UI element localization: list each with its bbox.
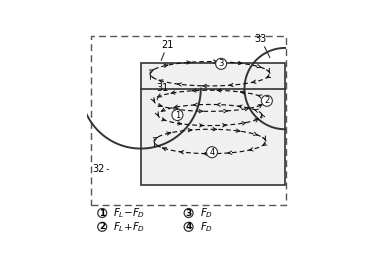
Text: 4: 4 — [209, 148, 215, 157]
Text: 1: 1 — [175, 111, 180, 120]
Text: 21: 21 — [161, 40, 173, 60]
Text: 33: 33 — [255, 34, 270, 58]
Text: 3: 3 — [219, 59, 224, 68]
Text: 2: 2 — [99, 222, 105, 231]
Text: 1: 1 — [99, 209, 105, 218]
Text: 4: 4 — [185, 222, 192, 231]
Text: 31: 31 — [156, 83, 168, 100]
Text: $F_L$−$F_D$: $F_L$−$F_D$ — [113, 206, 146, 220]
Text: 3: 3 — [185, 209, 192, 218]
Text: 32: 32 — [92, 164, 108, 174]
Text: 2: 2 — [264, 96, 269, 105]
FancyBboxPatch shape — [141, 63, 285, 185]
Text: $F_D$: $F_D$ — [200, 220, 213, 234]
Text: $F_D$: $F_D$ — [200, 206, 213, 220]
Text: $F_L$+$F_D$: $F_L$+$F_D$ — [113, 220, 146, 234]
